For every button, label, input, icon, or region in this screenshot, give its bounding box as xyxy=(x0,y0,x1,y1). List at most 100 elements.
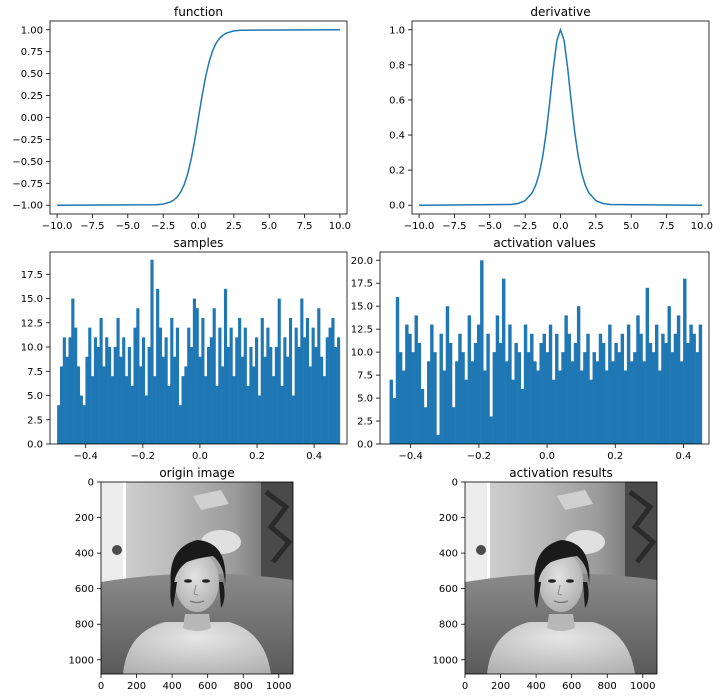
histogram-bar xyxy=(119,356,123,444)
histogram-bar xyxy=(611,361,615,444)
y-tick-label: 200 xyxy=(439,513,458,524)
histogram-bar xyxy=(676,315,681,444)
chart-6: activation results 0 200 400 600 800 1000 0 200 4… xyxy=(433,466,657,692)
y-tick-label: 10.0 xyxy=(21,343,43,354)
x-tick-label: 600 xyxy=(562,681,581,692)
histogram-bar xyxy=(158,327,163,444)
histogram-bar xyxy=(498,342,503,444)
x-tick-label: 1000 xyxy=(266,681,291,692)
y-tick-label: 600 xyxy=(75,584,94,595)
histogram-bar xyxy=(263,356,267,444)
y-tick-label: 0.6 xyxy=(389,95,405,106)
x-tick-label: 7.5 xyxy=(659,221,675,232)
histogram-bar xyxy=(642,361,646,444)
y-tick-label: −1.00 xyxy=(12,201,43,212)
histogram-bar xyxy=(147,347,151,444)
histogram-bar xyxy=(249,347,253,444)
histogram-bar xyxy=(545,352,550,444)
y-tick-label: 5.0 xyxy=(357,394,373,405)
x-tick-label: 400 xyxy=(163,681,182,692)
y-tick-label: 400 xyxy=(75,549,94,560)
histogram-bar xyxy=(136,308,140,444)
histogram-bar xyxy=(110,376,114,444)
histogram-bar xyxy=(433,352,437,444)
histogram-bar xyxy=(620,333,625,444)
x-tick-label: −5.0 xyxy=(478,221,502,232)
histogram-bar xyxy=(492,352,497,444)
y-tick-label: 15.0 xyxy=(351,302,373,313)
histogram-bar xyxy=(57,405,61,444)
histogram-bar xyxy=(314,347,318,444)
histogram-bar xyxy=(141,337,146,444)
histogram-bar xyxy=(305,317,310,444)
histogram-bar xyxy=(277,298,281,444)
histogram-bar xyxy=(595,361,600,444)
histogram-bar xyxy=(139,366,143,444)
histogram-bar xyxy=(178,405,182,444)
histogram-bar xyxy=(195,308,199,444)
histogram-bar xyxy=(548,324,553,444)
x-tick-label: 2.5 xyxy=(226,221,242,232)
x-tick-label: 0.2 xyxy=(607,451,623,462)
histogram-bar xyxy=(71,298,75,444)
histogram-bar xyxy=(127,347,131,444)
histogram-bar xyxy=(695,352,700,444)
histogram-bar xyxy=(108,347,112,444)
histogram-bar xyxy=(164,337,168,444)
histogram-bar xyxy=(448,342,453,444)
y-tick-label: 0.0 xyxy=(27,440,43,451)
histogram-bar xyxy=(130,385,134,444)
histogram-bar xyxy=(626,324,631,444)
histogram-bar xyxy=(645,287,650,444)
chart-4: activation values −0.4 −0.2 0.0 0.2 0.4 0.0 2.5… xyxy=(351,236,710,462)
histogram-bar xyxy=(190,347,194,444)
histogram-bar xyxy=(480,260,484,444)
histogram-bar xyxy=(283,337,287,444)
histogram-bar xyxy=(102,366,106,444)
y-tick-label: 20.0 xyxy=(351,256,373,267)
y-tick-label: 0.75 xyxy=(21,47,43,58)
histogram-bar xyxy=(689,324,693,444)
x-tick-label: 7.5 xyxy=(297,221,313,232)
histogram-bar xyxy=(246,385,250,444)
histogram-bar xyxy=(648,342,653,444)
histogram-bar xyxy=(116,317,120,444)
histogram-bar xyxy=(542,333,546,444)
histogram-bar xyxy=(93,337,98,444)
histogram-bar xyxy=(238,317,242,444)
histogram-bar xyxy=(592,352,596,444)
histogram-bar xyxy=(476,324,481,444)
histogram-bar xyxy=(192,298,196,444)
histogram-bar xyxy=(470,361,475,444)
y-tick-label: −0.75 xyxy=(12,179,43,190)
axes-frame xyxy=(464,481,658,675)
y-tick-label: 1.0 xyxy=(389,25,405,36)
histogram-bar xyxy=(280,385,284,444)
histogram-bar xyxy=(99,317,103,444)
x-tick-label: 600 xyxy=(198,681,217,692)
histogram-bar xyxy=(62,337,66,444)
y-tick-label: 800 xyxy=(439,620,458,631)
x-tick-label: −2.5 xyxy=(513,221,537,232)
x-tick-label: −5.0 xyxy=(116,221,140,232)
histogram-bar xyxy=(580,370,584,444)
x-tick-label: −0.4 xyxy=(74,451,98,462)
histogram-bar xyxy=(489,416,493,444)
chart-3: samples −0.4 −0.2 0.0 0.2 0.4 0.0 2.5 5.0 7.5 10.0… xyxy=(21,236,348,462)
histogram-bar xyxy=(439,333,443,444)
histogram-bar xyxy=(223,288,228,444)
chart-title: samples xyxy=(174,236,224,250)
histogram-bar xyxy=(692,333,696,444)
histogram-bar xyxy=(473,342,478,444)
histogram-bar xyxy=(679,361,684,444)
histogram-bar xyxy=(686,342,690,444)
histogram-bar xyxy=(417,342,422,444)
histogram-bar xyxy=(633,352,637,444)
y-tick-label: 2.5 xyxy=(27,415,43,426)
x-tick-label: 800 xyxy=(234,681,253,692)
histogram-bar xyxy=(328,327,332,444)
histogram-bar xyxy=(683,278,687,444)
histogram-bar xyxy=(65,356,69,444)
histogram-bar xyxy=(576,306,581,444)
histogram-bar xyxy=(74,327,78,444)
